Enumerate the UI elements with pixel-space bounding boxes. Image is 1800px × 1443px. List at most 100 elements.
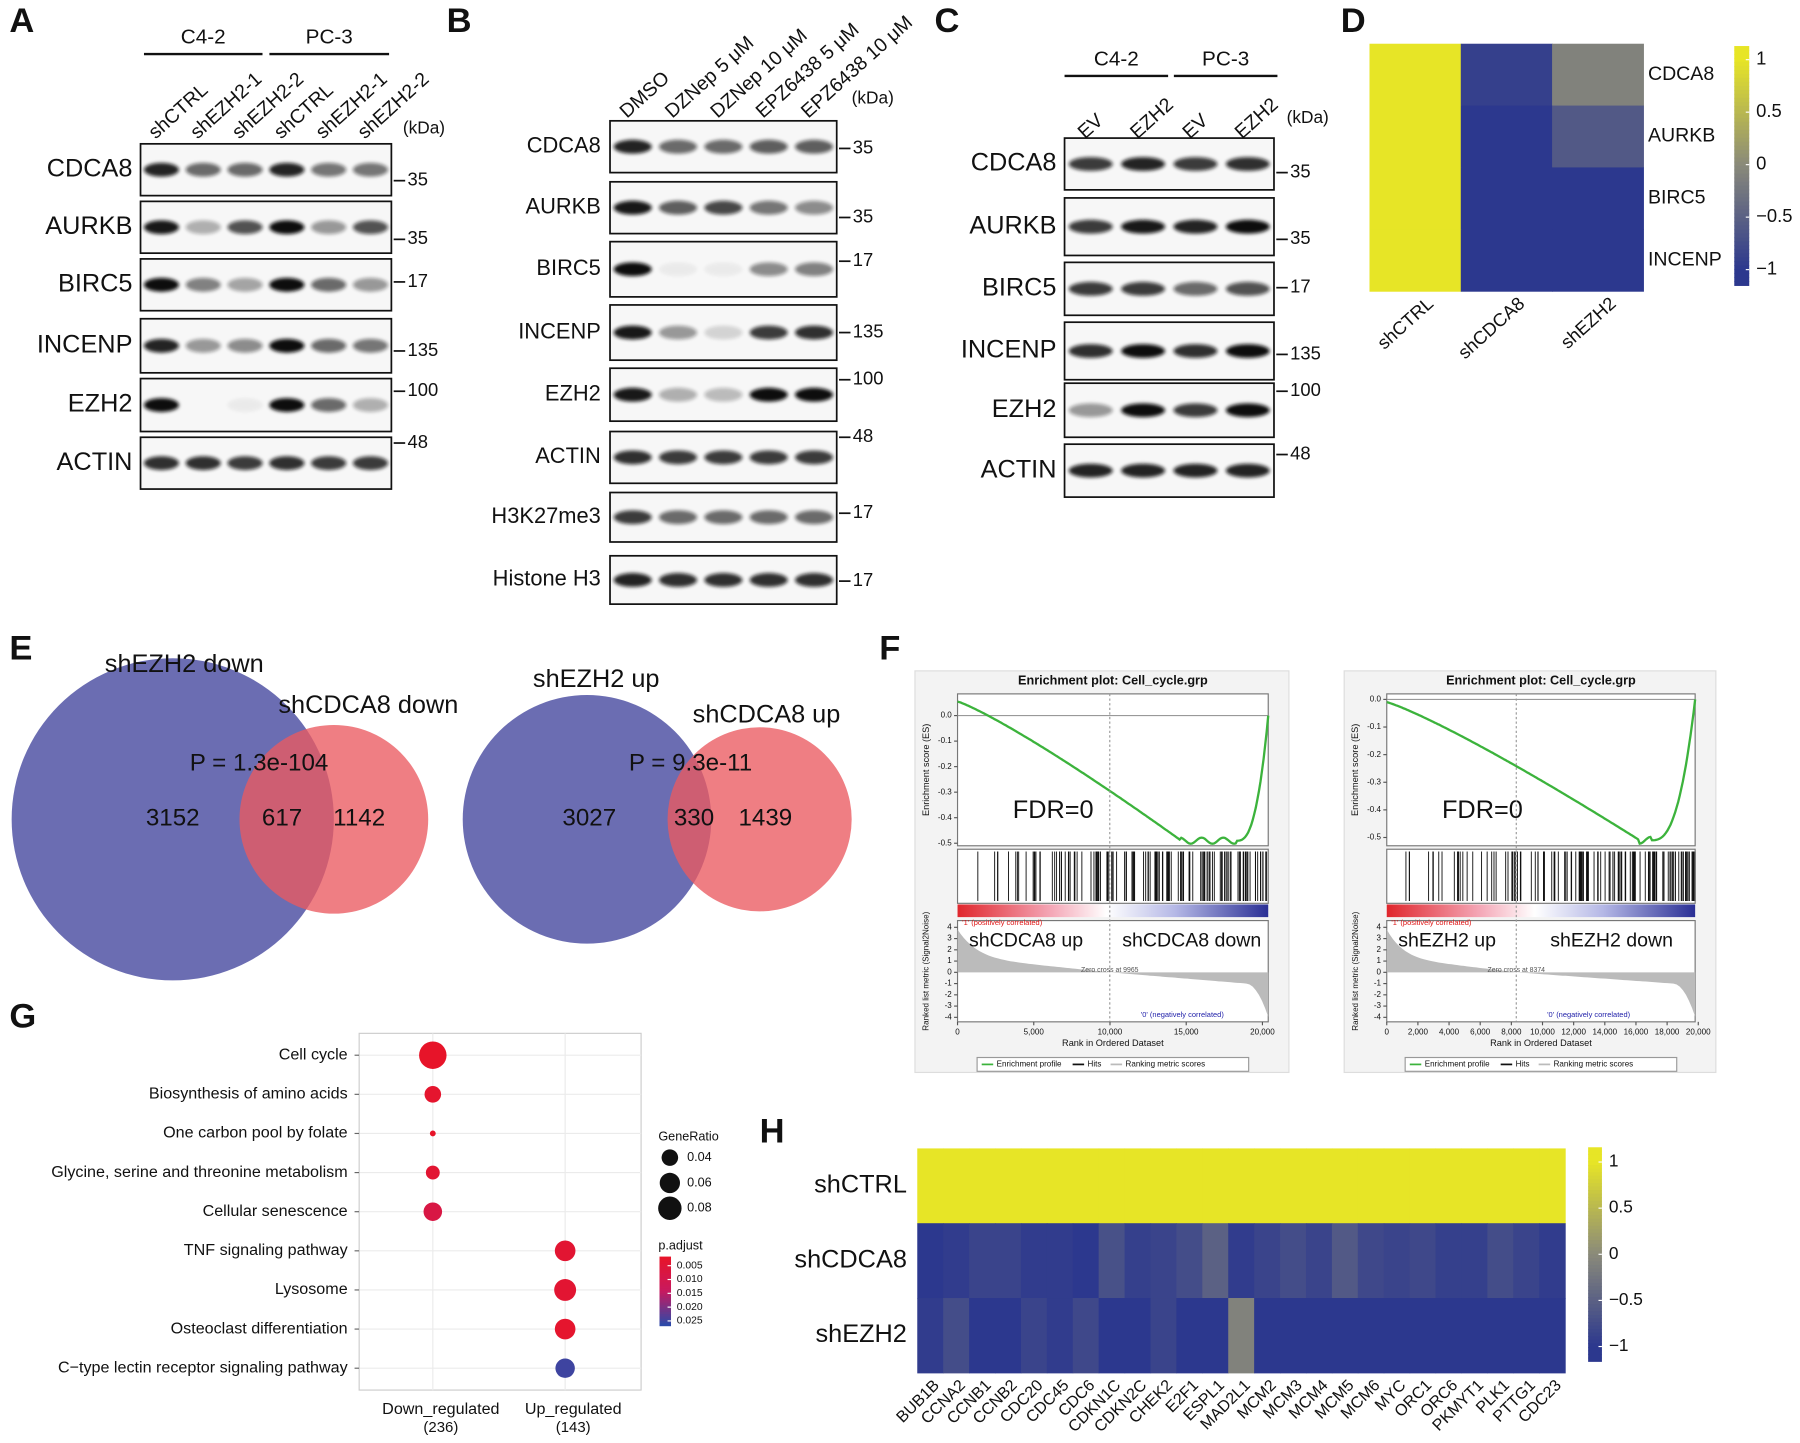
metric-tick-label: -2 (1374, 990, 1382, 999)
colorbar-step (1734, 89, 1750, 95)
colorbar-step (1734, 109, 1750, 115)
row-label: CDCA8 (1648, 63, 1714, 85)
heat-cell (1383, 1223, 1411, 1299)
marker-label: 17 (853, 501, 873, 522)
colorbar-step (1588, 1254, 1602, 1259)
marker-label: 48 (407, 431, 427, 452)
panel-letter: C (935, 2, 960, 40)
legend-label: Ranking metric scores (1554, 1060, 1634, 1069)
band (352, 338, 389, 353)
colorbar-step (1588, 1179, 1602, 1184)
colorbar-step (1734, 145, 1750, 151)
gsea-title: Enrichment plot: Cell_cycle.grp (1018, 674, 1208, 688)
colorbar-step (1734, 185, 1750, 191)
band (658, 139, 698, 154)
colorbar-step (1588, 1307, 1602, 1312)
gsea-title: Enrichment plot: Cell_cycle.grp (1446, 674, 1636, 688)
colorbar-step (1734, 193, 1750, 199)
heat-cell (1513, 1223, 1540, 1299)
group-label: C4-2 (1094, 47, 1139, 70)
band (704, 573, 743, 587)
marker-label: 135 (1290, 342, 1321, 363)
fdr-label: FDR=0 (1013, 796, 1094, 824)
colorbar-step (1588, 1272, 1602, 1277)
category-label: Lysosome (275, 1280, 348, 1298)
colorbar-step (1588, 1297, 1602, 1302)
band (613, 573, 652, 587)
panel-letter: H (760, 1113, 785, 1151)
blot (139, 258, 393, 312)
protein-label: INCENP (961, 336, 1057, 364)
metric-tick-label: 0 (1377, 967, 1382, 976)
colorbar-step (659, 1274, 672, 1278)
legend-title: p.adjust (658, 1239, 703, 1253)
heat-cell (1124, 1223, 1152, 1299)
band (269, 162, 305, 177)
band (1068, 219, 1113, 234)
es-curve (1386, 699, 1697, 845)
heat-cell (1176, 1223, 1203, 1299)
colorbar-step (659, 1311, 672, 1315)
band (1173, 463, 1218, 478)
es-area (956, 693, 1269, 847)
size-label: 0.08 (687, 1201, 712, 1215)
venn-label: shEZH2 down (105, 650, 264, 678)
es-axis-label: Enrichment score (ES) (1350, 724, 1360, 816)
band (269, 338, 305, 353)
venn-count: 1439 (738, 805, 792, 832)
heat-cell (1461, 1223, 1488, 1299)
heat-cell (1020, 1148, 1048, 1224)
heat-cell (1098, 1223, 1126, 1299)
heat-cell (1357, 1148, 1385, 1224)
venn-count: 1142 (333, 805, 385, 832)
venn-set-a (462, 695, 712, 944)
marker-label: 35 (1290, 227, 1310, 248)
x-tick-label: 16,000 (1624, 1027, 1649, 1036)
colorbar-step (1734, 261, 1750, 267)
venn-label: shCDCA8 down (278, 691, 458, 719)
colorbar-step (1588, 1325, 1602, 1330)
heat-cell (1369, 105, 1462, 169)
colorbar-step (1734, 177, 1750, 183)
colorbar-step (1588, 1300, 1602, 1305)
x-axis-label: Rank in Ordered Dataset (1062, 1038, 1164, 1048)
colorbar-label: 0 (1609, 1243, 1619, 1263)
band (794, 573, 834, 587)
neg-label: '0' (negatively correlated) (1547, 1010, 1630, 1019)
x-tick-label: 0 (1385, 1027, 1390, 1036)
band (311, 162, 347, 177)
blot (139, 142, 393, 197)
protein-label: ACTIN (57, 448, 133, 476)
protein-label: INCENP (518, 318, 601, 343)
colorbar-step (1588, 1154, 1602, 1159)
dot (429, 1130, 436, 1137)
colorbar-step (1734, 189, 1750, 195)
colorbar-step (1588, 1268, 1602, 1273)
colorbar-step (1588, 1243, 1602, 1248)
size-label: 0.06 (687, 1175, 712, 1189)
x-tick-label: 18,000 (1655, 1027, 1680, 1036)
heat-cell (1383, 1148, 1411, 1224)
colorbar-step (1588, 1218, 1602, 1223)
group-label: Up_regulated (525, 1400, 622, 1418)
colorbar-step (1588, 1222, 1602, 1227)
legend-label: Enrichment profile (1425, 1060, 1490, 1069)
colorbar-step (659, 1307, 672, 1311)
heat-cell (1176, 1148, 1203, 1224)
colorbar-step (1734, 197, 1750, 203)
heat-cell (1072, 1223, 1100, 1299)
band (658, 450, 698, 465)
rank-strip (1386, 904, 1696, 918)
colorbar-step (1734, 81, 1750, 87)
x-tick-label: 6,000 (1470, 1027, 1491, 1036)
heat-cell (1357, 1298, 1385, 1374)
band (1173, 344, 1218, 358)
band (269, 220, 305, 235)
heat-cell (1552, 229, 1644, 292)
colorbar-step (1734, 57, 1750, 63)
colorbar-step (659, 1295, 672, 1299)
heat-cell (1487, 1298, 1514, 1374)
band (749, 262, 788, 277)
marker-label: 100 (407, 379, 438, 400)
heat-cell (1331, 1298, 1359, 1374)
